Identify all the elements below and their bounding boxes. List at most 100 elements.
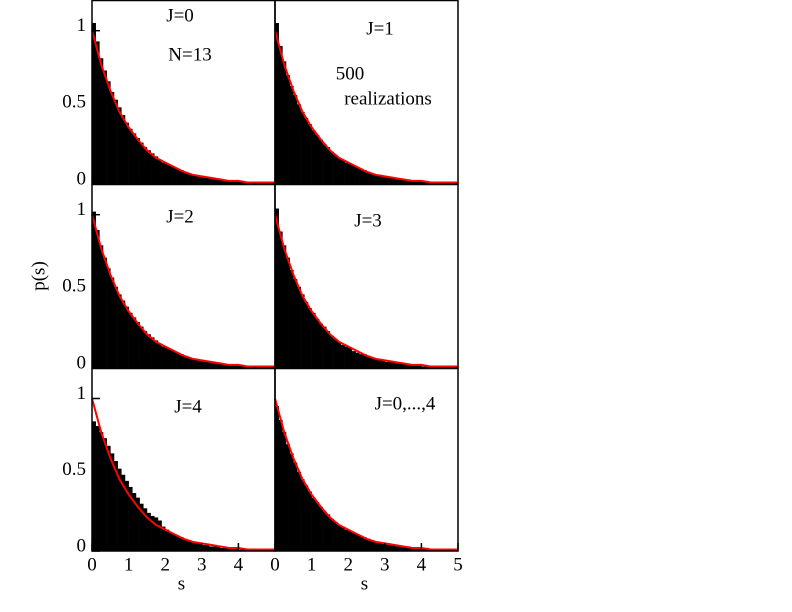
bar	[172, 167, 177, 184]
bar	[238, 180, 243, 184]
bar	[355, 352, 360, 368]
bar	[329, 335, 334, 368]
y-tick-label: 0	[77, 535, 87, 556]
bar	[384, 176, 389, 184]
x-tick-label: 3	[380, 554, 390, 575]
bar	[223, 364, 228, 368]
bar	[282, 61, 287, 185]
bar	[124, 480, 129, 551]
x-tick-label: 5	[453, 554, 463, 575]
bar	[139, 326, 144, 368]
bar	[333, 522, 338, 551]
bar	[337, 525, 342, 551]
bar	[242, 366, 247, 368]
bar	[417, 364, 422, 368]
bar	[198, 360, 203, 368]
bar	[285, 257, 290, 368]
bar	[168, 349, 173, 368]
bar	[161, 162, 166, 184]
bar	[139, 503, 144, 551]
bar	[344, 162, 349, 184]
bar	[113, 286, 118, 368]
bar	[150, 337, 155, 368]
bar	[132, 493, 137, 551]
bar	[421, 366, 426, 368]
bar	[223, 547, 228, 551]
panel-frame	[274, 367, 459, 552]
bar	[234, 547, 239, 551]
bar	[406, 364, 411, 368]
bar	[403, 179, 408, 184]
bar	[209, 177, 214, 184]
annotation: J=0	[166, 5, 194, 26]
bar	[139, 142, 144, 184]
bar	[344, 346, 349, 368]
y-tick-label: 1	[77, 15, 87, 36]
bar	[340, 345, 345, 368]
x-axis-label: s	[361, 573, 368, 594]
bar	[231, 547, 236, 551]
y-tick-label: 0.5	[62, 459, 86, 480]
bar	[366, 355, 371, 368]
bar	[128, 486, 133, 551]
bar	[194, 174, 199, 184]
bar	[304, 485, 309, 551]
bar	[161, 346, 166, 368]
bar	[414, 547, 419, 551]
fit-curve	[274, 398, 458, 551]
bar	[399, 179, 404, 184]
bar	[201, 176, 206, 184]
bar	[198, 176, 203, 184]
bar	[190, 541, 195, 551]
bar	[329, 518, 334, 551]
bar	[315, 134, 320, 184]
bar	[278, 419, 283, 551]
bar	[99, 58, 104, 185]
bar	[355, 167, 360, 184]
bar	[113, 461, 118, 551]
bar	[322, 511, 327, 551]
x-tick-label: 4	[417, 554, 427, 575]
annotation: realizations	[344, 88, 432, 109]
fit-curve	[274, 30, 458, 184]
x-tick-label: 4	[234, 554, 244, 575]
bar	[381, 543, 386, 551]
y-tick-label: 1	[77, 383, 87, 404]
bar	[285, 75, 290, 184]
bar	[176, 168, 181, 184]
bar	[410, 547, 415, 551]
bar	[146, 334, 151, 368]
bar	[231, 180, 236, 184]
bar	[348, 531, 353, 551]
fit-curve	[91, 214, 275, 368]
bar	[351, 532, 356, 551]
annotation: J=0,...,4	[375, 393, 436, 414]
bar	[95, 41, 100, 185]
bar	[146, 512, 151, 551]
bar	[117, 107, 122, 184]
bar	[157, 343, 162, 368]
bar	[366, 171, 371, 184]
bar	[388, 361, 393, 368]
bar	[296, 471, 301, 551]
bar	[99, 245, 104, 368]
bar	[359, 535, 364, 551]
bar	[220, 179, 225, 184]
bar	[143, 331, 148, 368]
bar	[326, 514, 331, 551]
bar	[333, 154, 338, 184]
bar	[275, 23, 279, 184]
annotation: J=3	[354, 210, 382, 231]
bar	[194, 358, 199, 368]
bar	[102, 438, 107, 551]
bar	[242, 182, 247, 184]
bar	[231, 364, 236, 368]
y-tick-label: 0	[77, 168, 87, 189]
bar	[421, 547, 426, 551]
bar	[296, 104, 301, 184]
bar	[95, 230, 100, 368]
bar	[307, 124, 312, 184]
bar	[102, 70, 107, 184]
x-axis-label: s	[178, 573, 185, 594]
